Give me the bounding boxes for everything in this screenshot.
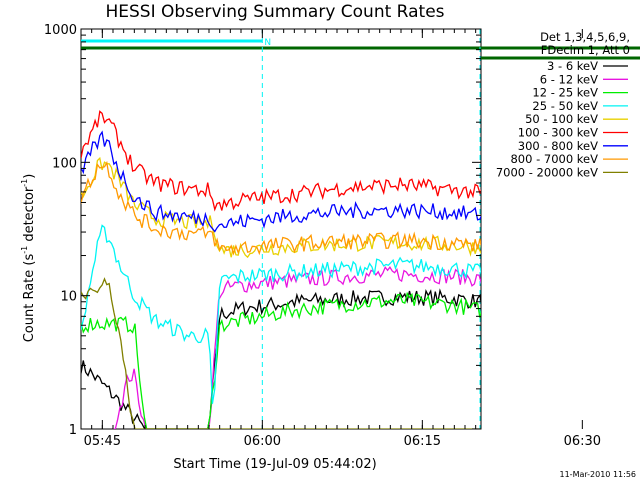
series-4: [81, 156, 481, 259]
legend-label: 100 - 300 keV: [518, 126, 598, 140]
x-tick-label: 05:45: [84, 434, 121, 449]
series-line-3: [81, 224, 481, 404]
x-tick-label: 06:00: [244, 434, 281, 449]
legend-label: 50 - 100 keV: [525, 112, 598, 126]
series-8: [81, 277, 481, 429]
y-tick-label: 1: [69, 423, 77, 438]
plot-area: [81, 29, 481, 429]
legend-label: 12 - 25 keV: [532, 86, 598, 100]
legend-label: 6 - 12 keV: [540, 72, 598, 86]
x-tick-label: 06:15: [404, 434, 441, 449]
series-0: [81, 288, 481, 429]
x-axis-label: Start Time (19-Jul-09 05:44:02): [173, 457, 376, 472]
series-line-2: [81, 291, 481, 429]
legend-header: Det 1,3,4,5,6,9,: [540, 30, 630, 44]
series-line-5: [81, 110, 481, 212]
y-tick-label: 10: [60, 290, 77, 305]
series-line-0: [81, 288, 481, 429]
series-5: [81, 110, 481, 212]
chart-title: HESSI Observing Summary Count Rates: [105, 2, 444, 22]
legend-header: FDecim 1, Att 0: [541, 43, 630, 57]
y-tick-label: 100: [52, 156, 77, 171]
series-line-8: [81, 277, 481, 429]
footer-timestamp: 11-Mar-2010 11:56: [560, 470, 637, 479]
x-tick-label: 06:30: [564, 434, 601, 449]
series-line-7: [81, 160, 481, 256]
legend: Det 1,3,4,5,6,9,FDecim 1, Att 0 3 - 6 keV…: [496, 30, 630, 179]
series-line-1: [113, 266, 481, 429]
series-2: [81, 291, 481, 429]
series-line-4: [81, 156, 481, 259]
legend-label: 7000 - 20000 keV: [496, 165, 598, 179]
y-tick-label: 1000: [44, 23, 77, 38]
legend-label: 800 - 7000 keV: [510, 152, 598, 166]
legend-label: 3 - 6 keV: [547, 59, 598, 73]
legend-label: 300 - 800 keV: [518, 139, 598, 153]
y-axis: 1 10 100 1000: [44, 23, 481, 438]
legend-label: 25 - 50 keV: [532, 99, 598, 113]
series-7: [81, 160, 481, 256]
plot-border: [80, 28, 482, 430]
series-1: [113, 266, 481, 429]
series-3: [81, 224, 481, 404]
series-line-6: [81, 130, 481, 233]
flag-label: N: [264, 38, 271, 48]
series-6: [81, 130, 481, 233]
y-axis-label: Count Rate (s-1 detector-1): [20, 174, 37, 343]
